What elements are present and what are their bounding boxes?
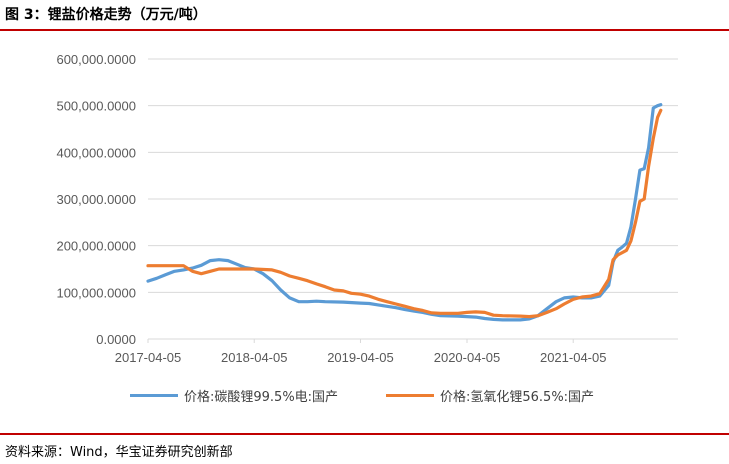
y-tick-label: 200,000.0000 [56,239,136,254]
gridlines [148,58,678,340]
series-line-0 [146,103,663,322]
y-tick-label: 500,000.0000 [56,99,136,114]
y-axis-ticks: 0.0000 100,000.0000 200,000.0000 300,000.00… [56,52,136,347]
x-axis-ticks: 2017-04-05 2018-04-05 2019-04-05 2020-04-05… [115,339,607,365]
y-tick-label: 400,000.0000 [56,145,136,160]
legend-swatch-orange [386,394,434,397]
legend-label-lithium-hydroxide: 价格:氢氧化锂56.5%:国产 [440,390,595,405]
x-tick-label: 2017-04-05 [115,350,182,365]
series-line-1 [146,108,663,319]
y-tick-label: 100,000.0000 [56,285,136,300]
source-note: 资料来源：Wind，华宝证券研究创新部 [5,445,233,460]
y-tick-label: 0.0000 [96,332,136,347]
y-tick-label: 600,000.0000 [56,52,136,67]
legend-item-lithium-carbonate: 价格:碳酸锂99.5%电:国产 [130,386,338,405]
chart-title: 图 3：锂盐价格走势（万元/吨） [5,7,207,23]
x-tick-label: 2021-04-05 [540,350,607,365]
x-tick-label: 2019-04-05 [327,350,394,365]
legend-item-lithium-hydroxide: 价格:氢氧化锂56.5%:国产 [386,386,594,405]
legend-label-lithium-carbonate: 价格:碳酸锂99.5%电:国产 [184,390,339,405]
legend-swatch-blue [130,394,178,397]
top-divider [0,29,729,31]
series-lines [146,103,663,322]
bottom-divider [0,433,729,435]
x-tick-label: 2018-04-05 [221,350,288,365]
x-tick-label: 2020-04-05 [434,350,501,365]
y-tick-label: 300,000.0000 [56,192,136,207]
